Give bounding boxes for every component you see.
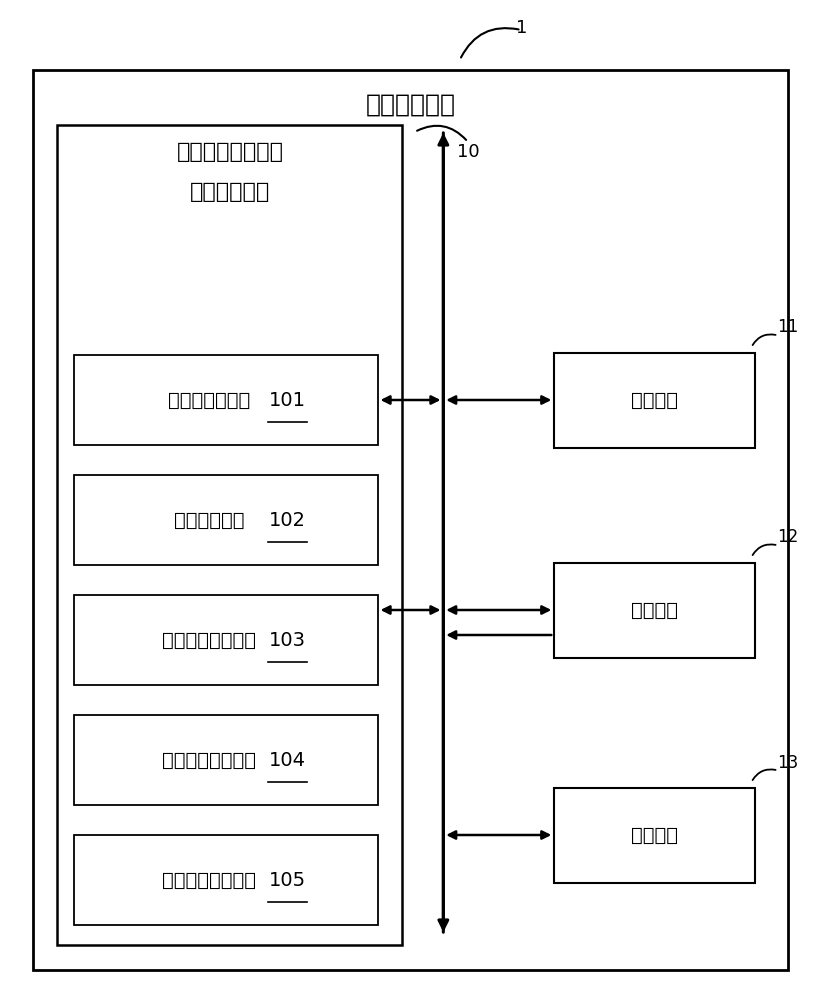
Text: 标本条码管理模块: 标本条码管理模块: [163, 870, 256, 890]
Text: 103: 103: [268, 631, 306, 650]
Text: 102: 102: [268, 510, 306, 530]
Text: 1: 1: [516, 19, 527, 37]
Text: 105: 105: [268, 870, 306, 890]
Text: 通信单元: 通信单元: [631, 390, 678, 410]
FancyBboxPatch shape: [74, 475, 378, 565]
FancyBboxPatch shape: [554, 788, 755, 882]
Text: 101: 101: [268, 390, 306, 410]
Text: 10: 10: [456, 143, 479, 161]
FancyBboxPatch shape: [554, 562, 755, 658]
Text: 104: 104: [268, 750, 306, 770]
Text: 存储单元: 存储单元: [631, 600, 678, 619]
Text: 输血前评估模块: 输血前评估模块: [168, 390, 250, 410]
Text: 12: 12: [777, 528, 799, 546]
FancyBboxPatch shape: [74, 835, 378, 925]
Text: 分级审核签发模块: 分级审核签发模块: [163, 750, 256, 770]
FancyBboxPatch shape: [57, 125, 402, 945]
FancyBboxPatch shape: [74, 715, 378, 805]
FancyBboxPatch shape: [33, 70, 788, 970]
FancyBboxPatch shape: [74, 595, 378, 685]
Text: 临床用血三级审核: 临床用血三级审核: [177, 142, 283, 162]
Text: 11: 11: [777, 318, 799, 336]
Text: 信息处理系统: 信息处理系统: [190, 182, 270, 202]
FancyBboxPatch shape: [554, 353, 755, 448]
Text: 13: 13: [777, 754, 799, 772]
Text: 审核节点创建模块: 审核节点创建模块: [163, 631, 256, 650]
Text: 处理单元: 处理单元: [631, 826, 678, 844]
FancyBboxPatch shape: [74, 355, 378, 445]
Text: 医疗云服务器: 医疗云服务器: [365, 93, 456, 117]
Text: 输血申请模块: 输血申请模块: [174, 510, 245, 530]
